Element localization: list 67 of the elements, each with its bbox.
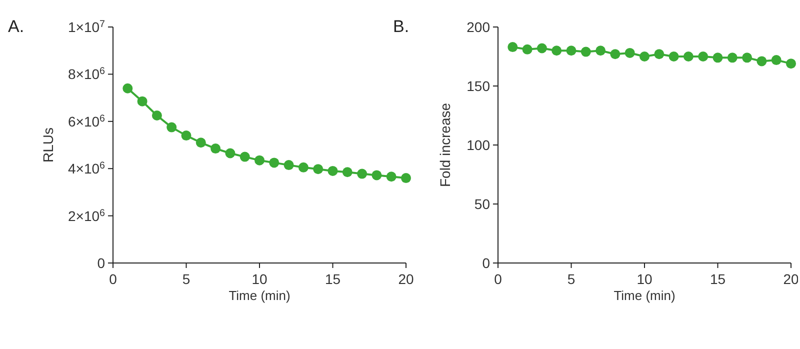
point bbox=[683, 52, 694, 62]
point bbox=[122, 83, 133, 94]
y-tick-label: 2×10$^{6}$ bbox=[68, 207, 106, 224]
y-tick-label: 200 bbox=[466, 19, 490, 35]
y-axis-title: RLUs bbox=[40, 127, 56, 163]
point bbox=[166, 122, 177, 132]
point bbox=[698, 52, 708, 62]
point bbox=[727, 52, 738, 63]
point bbox=[522, 44, 532, 54]
y-tick-label: 100 bbox=[466, 137, 490, 153]
point bbox=[372, 170, 382, 180]
point bbox=[386, 172, 396, 182]
x-tick-label: 5 bbox=[567, 271, 576, 287]
point bbox=[786, 58, 796, 69]
x-tick-label: 10 bbox=[252, 271, 268, 287]
point bbox=[342, 167, 352, 178]
point bbox=[181, 130, 192, 141]
y-tick-label: 4×10$^{6}$ bbox=[68, 160, 106, 177]
x-axis-title: Time (min) bbox=[614, 288, 676, 303]
point bbox=[580, 46, 591, 57]
point bbox=[196, 138, 206, 148]
point bbox=[624, 48, 635, 58]
x-tick-label: 15 bbox=[324, 271, 341, 287]
y-tick-label: 150 bbox=[466, 78, 490, 94]
y-tick-label: 0 bbox=[97, 255, 106, 271]
point bbox=[771, 55, 782, 66]
point bbox=[313, 164, 324, 174]
point bbox=[596, 46, 606, 56]
x-tick-label: 5 bbox=[182, 271, 190, 287]
point bbox=[756, 56, 767, 66]
point bbox=[328, 166, 338, 176]
point bbox=[712, 52, 723, 63]
point bbox=[654, 49, 664, 60]
x-tick-label: 0 bbox=[109, 271, 118, 287]
point bbox=[152, 110, 162, 120]
point bbox=[742, 52, 752, 63]
x-tick-label: 20 bbox=[783, 271, 799, 287]
point bbox=[401, 173, 411, 184]
x-tick-label: 15 bbox=[710, 271, 726, 287]
point bbox=[508, 42, 518, 52]
y-tick-label: 6×10$^{6}$ bbox=[68, 112, 106, 130]
y-tick-label: 0 bbox=[482, 255, 490, 271]
point bbox=[552, 46, 562, 56]
point bbox=[210, 144, 221, 154]
point bbox=[240, 152, 250, 162]
annotation: B. bbox=[393, 17, 410, 36]
y-axis-title: Fold increase bbox=[437, 102, 453, 188]
text: A. bbox=[8, 17, 24, 36]
point bbox=[566, 46, 576, 56]
point bbox=[357, 168, 368, 179]
point bbox=[269, 158, 280, 168]
y-tick-label: 50 bbox=[474, 196, 490, 212]
point bbox=[536, 43, 547, 54]
point bbox=[254, 155, 264, 166]
point bbox=[284, 160, 294, 170]
x-tick-label: 0 bbox=[494, 271, 502, 287]
x-tick-label: 20 bbox=[398, 271, 414, 287]
y-tick-label: 1×10$^{7}$ bbox=[68, 18, 105, 35]
x-tick-label: 10 bbox=[636, 271, 652, 287]
point bbox=[640, 52, 650, 62]
point bbox=[668, 52, 679, 62]
point bbox=[137, 96, 148, 106]
x-axis-title: Time (min) bbox=[228, 288, 290, 303]
point bbox=[225, 148, 236, 158]
point bbox=[298, 162, 308, 172]
y-tick-label: 8×10$^{6}$ bbox=[68, 66, 106, 82]
point bbox=[610, 49, 620, 60]
